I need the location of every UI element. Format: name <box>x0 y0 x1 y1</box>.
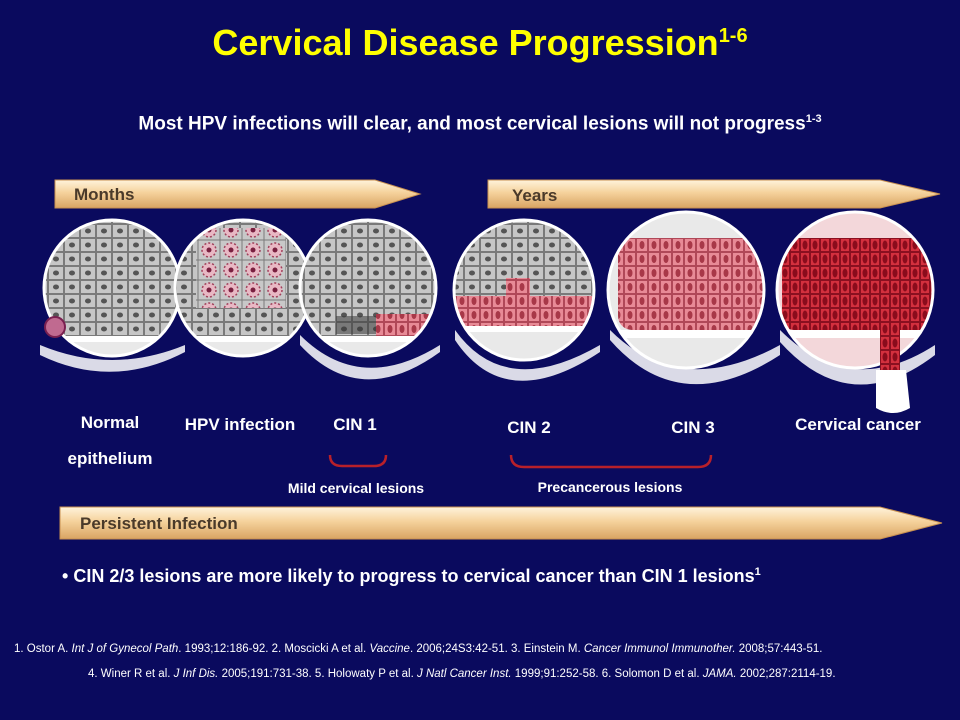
subtitle-text: Most HPV infections will clear, and most… <box>138 113 806 135</box>
subtitle: Most HPV infections will clear, and most… <box>0 113 960 135</box>
mild-lesions-bracket <box>328 454 388 468</box>
cin3-image <box>606 210 766 370</box>
stage-normal-label-line1: Normal <box>80 413 140 432</box>
stage-cin3-label: CIN 3 <box>671 418 715 437</box>
ref-2-text: . 1993;12:186-92. 2. Moscicki A et al. <box>178 643 370 655</box>
cin2-image <box>452 218 596 362</box>
ref-5-text: 2005;191:731-38. 5. Holowaty P et al. <box>218 668 417 680</box>
ref-4-text: 4. Winer R et al. <box>88 668 174 680</box>
hpv-infection-image <box>173 218 313 358</box>
bullet-marker: • <box>62 566 69 586</box>
mild-lesions-label: Mild cervical lesions <box>287 480 425 496</box>
page-title: Cervical Disease Progression1-6 <box>0 22 960 64</box>
ref-2-journal: Vaccine <box>369 643 410 655</box>
ref-1-text: 1. Ostor A. <box>14 643 72 655</box>
references-line-2: 4. Winer R et al. J Inf Dis. 2005;191:73… <box>88 668 836 680</box>
precancerous-lesions-label: Precancerous lesions <box>537 479 683 495</box>
stage-normal-label-line2: epithelium <box>67 449 153 468</box>
months-arrow <box>54 179 422 209</box>
stage-cin2-label: CIN 2 <box>507 418 551 437</box>
cin1-image <box>298 218 438 358</box>
stage-cancer-label: Cervical cancer <box>795 415 921 434</box>
cervical-cancer-image <box>775 210 935 413</box>
title-superscript: 1-6 <box>718 25 748 47</box>
subtitle-superscript: 1-3 <box>805 113 822 125</box>
precancerous-lesions-bracket <box>509 454 713 469</box>
ref-3-text: . 2006;24S3:42-51. 3. Einstein M. <box>409 643 584 655</box>
years-arrow <box>487 179 941 209</box>
stage-hpv-label: HPV infection <box>184 415 296 434</box>
ref-6-journal: JAMA. <box>702 668 737 680</box>
months-label: Months <box>74 185 135 204</box>
ref-5-journal: J Natl Cancer Inst. <box>417 668 512 680</box>
references-line-1: 1. Ostor A. Int J of Gynecol Path. 1993;… <box>14 643 823 655</box>
ref-1-journal: Int J of Gynecol Path <box>71 643 179 655</box>
ref-3-details: 2008;57:443-51. <box>735 643 823 655</box>
normal-epithelium-image <box>42 218 182 358</box>
bullet-superscript: 1 <box>754 566 761 578</box>
key-point-bullet: • CIN 2/3 lesions are more likely to pro… <box>62 566 761 587</box>
persistent-infection-arrow <box>59 506 943 540</box>
ref-6-details: 2002;287:2114-19. <box>736 668 836 680</box>
ref-6-text: 1999;91:252-58. 6. Solomon D et al. <box>511 668 703 680</box>
ref-3-journal: Cancer Immunol Immunother. <box>583 643 736 655</box>
stage-cin1-label: CIN 1 <box>333 415 377 434</box>
persistent-infection-label: Persistent Infection <box>80 514 238 533</box>
title-text: Cervical Disease Progression <box>212 22 719 63</box>
years-label: Years <box>512 186 558 205</box>
bullet-text: CIN 2/3 lesions are more likely to progr… <box>73 566 755 586</box>
ref-4-journal: J Inf Dis. <box>173 668 219 680</box>
